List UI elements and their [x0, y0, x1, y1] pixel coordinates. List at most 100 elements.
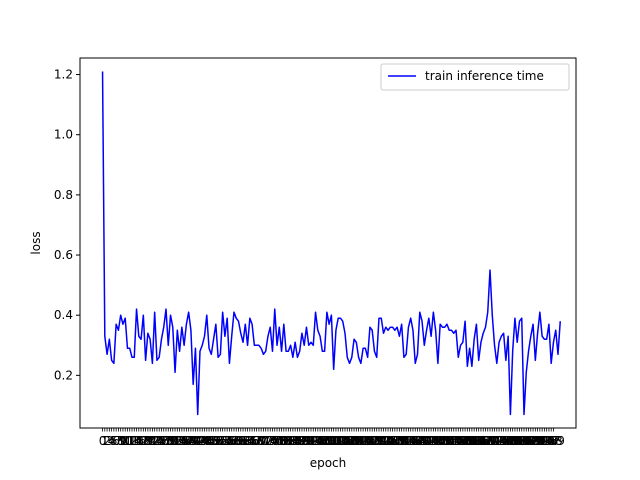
x-tick-label: 80 — [276, 434, 291, 448]
x-tick-label: 56 — [222, 434, 237, 448]
x-tick-label: 55 — [220, 434, 235, 448]
x-tick-label: 147 — [424, 434, 447, 448]
x-tick-label: 6 — [112, 434, 120, 448]
x-tick-label: 12 — [122, 434, 137, 448]
x-tick-label: 148 — [426, 434, 449, 448]
legend-box — [380, 63, 570, 91]
x-tick-label: 101 — [320, 434, 343, 448]
x-tick-label: 174 — [485, 434, 508, 448]
x-tick-label: 103 — [324, 434, 347, 448]
x-tick-label: 13 — [124, 434, 139, 448]
x-tick-label: 108 — [336, 434, 359, 448]
x-tick-label: 112 — [345, 434, 368, 448]
x-tick-label: 133 — [392, 434, 415, 448]
x-tick-label: 37 — [179, 434, 194, 448]
x-tick-label: 10 — [118, 434, 133, 448]
x-tick-label: 179 — [497, 434, 520, 448]
x-tick-label: 173 — [483, 434, 506, 448]
x-tick-label: 26 — [154, 434, 169, 448]
legend-label: train inference time — [425, 69, 544, 83]
y-tick-label: 1.2 — [54, 68, 73, 82]
x-tick-label: 136 — [399, 434, 422, 448]
x-tick-label: 86 — [290, 434, 305, 448]
x-tick-label: 188 — [517, 434, 540, 448]
y-axis-label: loss — [29, 231, 43, 254]
x-tick-label: 159 — [451, 434, 474, 448]
x-tick-label: 65 — [242, 434, 257, 448]
x-tick-label: 70 — [254, 434, 269, 448]
x-tick-label: 137 — [402, 434, 425, 448]
x-tick-label: 177 — [492, 434, 515, 448]
x-tick-label: 34 — [172, 434, 187, 448]
x-tick-label: 143 — [415, 434, 438, 448]
x-tick-label: 90 — [299, 434, 314, 448]
x-tick-label: 153 — [438, 434, 461, 448]
x-tick-label: 93 — [306, 434, 321, 448]
x-tick-label: 145 — [420, 434, 443, 448]
x-tick-label: 0 — [99, 434, 107, 448]
x-tick-label: 150 — [431, 434, 454, 448]
x-tick-label: 22 — [145, 434, 160, 448]
x-tick-label: 176 — [490, 434, 513, 448]
x-tick-label: 193 — [528, 434, 551, 448]
x-tick-label: 42 — [190, 434, 205, 448]
x-tick-label: 130 — [386, 434, 409, 448]
x-tick-label: 164 — [463, 434, 486, 448]
x-tick-label: 15 — [129, 434, 144, 448]
x-tick-label: 191 — [524, 434, 547, 448]
x-tick-label: 16 — [131, 434, 146, 448]
x-tick-label: 54 — [217, 434, 232, 448]
y-tick-label: 0.8 — [54, 188, 73, 202]
x-tick-label: 128 — [381, 434, 404, 448]
axes-frame — [79, 57, 577, 429]
train-inference-time-line — [101, 71, 561, 416]
x-tick-label: 184 — [508, 434, 531, 448]
x-tick-label: 35 — [174, 434, 189, 448]
x-tick-label: 171 — [479, 434, 502, 448]
x-tick-label: 61 — [233, 434, 248, 448]
x-tick-label: 123 — [370, 434, 393, 448]
x-tick-label: 76 — [267, 434, 282, 448]
x-tick-label: 68 — [249, 434, 264, 448]
x-tick-label: 14 — [127, 434, 142, 448]
x-tick-label: 196 — [535, 434, 558, 448]
x-tick-label: 1 — [101, 434, 109, 448]
x-tick-label: 117 — [356, 434, 379, 448]
x-tick-label: 195 — [533, 434, 556, 448]
x-tick-label: 29 — [161, 434, 176, 448]
x-tick-label: 27 — [156, 434, 171, 448]
x-tick-label: 94 — [308, 434, 323, 448]
x-tick-label: 91 — [301, 434, 316, 448]
x-tick-label: 69 — [251, 434, 266, 448]
x-tick-label: 129 — [383, 434, 406, 448]
x-tick-label: 66 — [244, 434, 259, 448]
x-tick-label: 32 — [167, 434, 182, 448]
x-tick-label: 82 — [281, 434, 296, 448]
x-tick-label: 97 — [315, 434, 330, 448]
x-tick-label: 24 — [149, 434, 164, 448]
x-tick-label: 155 — [442, 434, 465, 448]
x-tick-label: 85 — [288, 434, 303, 448]
x-tick-label: 131 — [388, 434, 411, 448]
x-tick-label: 146 — [422, 434, 445, 448]
x-tick-label: 98 — [317, 434, 332, 448]
x-tick-label: 46 — [199, 434, 214, 448]
x-tick-label: 156 — [445, 434, 468, 448]
x-tick-label: 44 — [195, 434, 210, 448]
x-tick-label: 180 — [499, 434, 522, 448]
x-tick-label: 60 — [231, 434, 246, 448]
x-tick-label: 99 — [319, 434, 334, 448]
x-tick-label: 119 — [361, 434, 384, 448]
x-tick-label: 100 — [318, 434, 341, 448]
x-tick-label: 115 — [352, 434, 375, 448]
x-tick-label: 113 — [347, 434, 370, 448]
x-tick-label: 75 — [265, 434, 280, 448]
x-tick-label: 51 — [210, 434, 225, 448]
x-tick-label: 48 — [204, 434, 219, 448]
x-tick-label: 49 — [206, 434, 221, 448]
x-tick-label: 107 — [334, 434, 357, 448]
x-tick-label: 165 — [465, 434, 488, 448]
x-tick-label: 95 — [310, 434, 325, 448]
x-tick-label: 92 — [303, 434, 318, 448]
